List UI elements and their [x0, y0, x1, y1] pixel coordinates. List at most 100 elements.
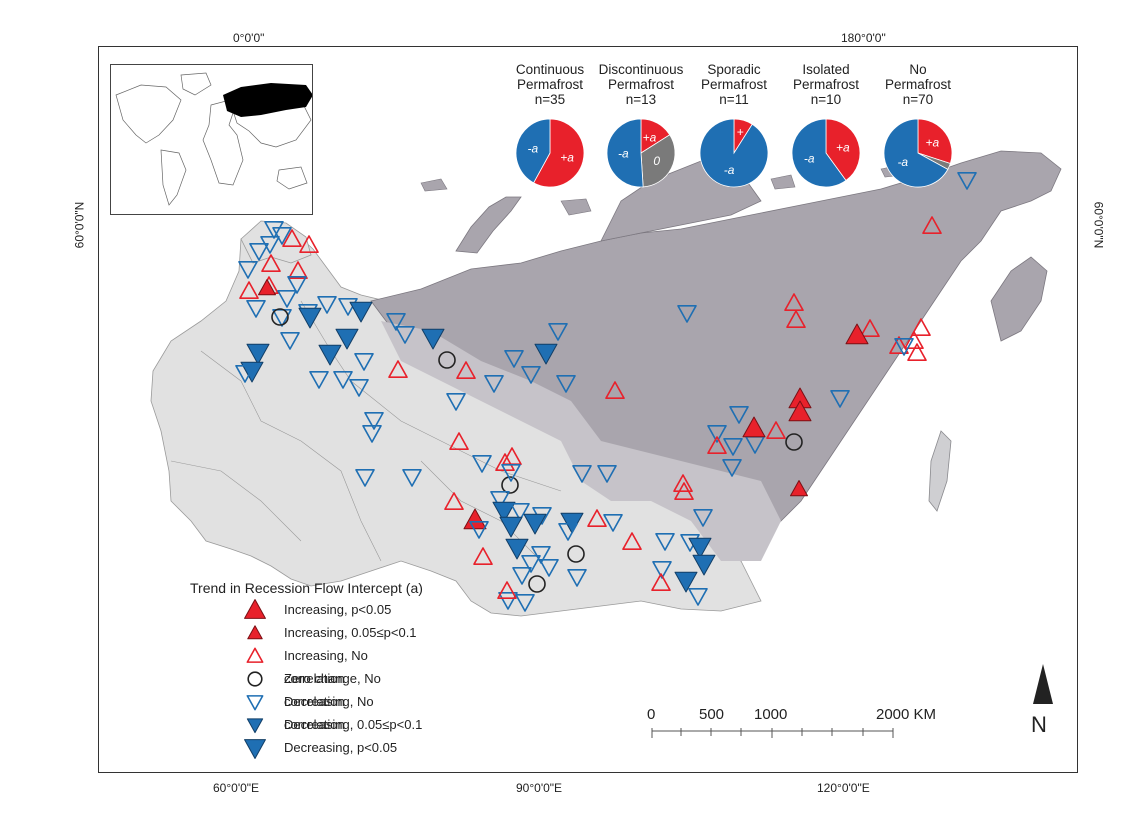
decreasing-nocorr-marker [693, 508, 713, 527]
decreasing-nocorr-marker [707, 424, 727, 443]
pie-title-n: n=10 [810, 92, 842, 107]
scale-label-2000: 2000 KM [876, 706, 937, 723]
decreasing-nocorr-marker [603, 513, 623, 532]
legend-item: Decreasing, 0.05≤p<0.1 [190, 713, 423, 736]
increasing-nocorr-marker [911, 318, 931, 337]
pie-slice-positive [533, 118, 585, 188]
pie-title-title: Sporadic [707, 62, 761, 77]
decreasing-nocorr-marker [287, 275, 307, 294]
decreasing-nocorr-marker [531, 545, 551, 564]
decreasing-significant-marker [688, 537, 712, 559]
pie-slice-positive-label: + [737, 125, 744, 139]
pie-slice-negative-label: -a [897, 155, 908, 169]
decreasing-nocorr-marker [238, 260, 258, 279]
legend-item: Decreasing, p<0.05 [190, 736, 423, 759]
pie-slice-negative-label: -a [724, 163, 735, 177]
decreasing-nocorr-marker [362, 424, 382, 443]
legend-label: Increasing, p<0.05 [284, 602, 392, 617]
pie-slice-negative [515, 118, 551, 184]
legend-item: Increasing, 0.05≤p<0.1 [190, 621, 423, 644]
zero-change-marker [271, 308, 289, 326]
decreasing-nocorr-marker [402, 468, 422, 487]
lon-label-60-bottom: 60°0'0"E [213, 781, 260, 795]
decreasing-nocorr-marker [490, 490, 510, 509]
pie-title-title: Isolated [802, 62, 850, 77]
increasing-nocorr-marker [239, 281, 259, 300]
increasing-nocorr-marker [388, 360, 408, 379]
pie-slice-positive [917, 118, 953, 165]
increasing-nocorr-marker [673, 474, 693, 493]
pie-title-subtitle: Permafrost [884, 77, 952, 92]
increasing-nocorr-marker [922, 216, 942, 234]
increasing-nocorr-marker [766, 421, 786, 440]
lat-label-left: 60°0'0"N [72, 201, 87, 249]
pie-title-subtitle: Permafrost [607, 77, 675, 92]
decreasing-nocorr-marker [510, 502, 530, 521]
decreasing-nocorr-marker [688, 587, 708, 606]
decreasing-significant-marker [523, 513, 547, 535]
decreasing-nocorr-marker [498, 591, 518, 610]
decreasing-weak-marker [246, 718, 264, 734]
legend-symbol-icon [244, 599, 266, 619]
land-islands [420, 164, 906, 216]
increasing-nocorr-marker [786, 310, 806, 329]
north-label: N [1031, 712, 1047, 737]
marker-layer [235, 172, 977, 612]
increasing-significant-marker [244, 599, 266, 619]
zero-change-marker [567, 545, 585, 563]
increasing-nocorr-marker [449, 432, 469, 451]
decreasing-significant-marker [674, 571, 698, 593]
increasing-weak-marker [790, 480, 808, 497]
pie-chart: +a 0 -a [606, 118, 676, 188]
lat-label-right: 60°0'0"N [1091, 201, 1106, 249]
world-inset-svg [115, 72, 312, 206]
pie-title: Discontinuous Permafrost n=13 [591, 62, 691, 107]
legend-label: Increasing, 0.05≤p<0.1 [284, 625, 417, 640]
decreasing-significant-marker [349, 301, 373, 323]
decreasing-nocorr-marker [333, 370, 353, 389]
increasing-nocorr-marker [587, 509, 607, 528]
pie-chart: +a -a [883, 118, 953, 188]
decreasing-nocorr-marker [572, 464, 592, 483]
decreasing-nocorr-marker [830, 389, 850, 408]
zero-change-marker [247, 671, 263, 687]
decreasing-nocorr-marker [484, 374, 504, 393]
pie-title: No Permafrost n=70 [868, 62, 968, 107]
pie-slice-zero-label: 0 [653, 154, 660, 168]
pie-slice-positive-label: +a [643, 131, 657, 145]
increasing-nocorr-marker [707, 436, 727, 455]
land-permafrost-mid [381, 321, 781, 561]
legend-item: Decreasing, No correlation [190, 690, 423, 732]
decreasing-significant-marker [244, 739, 266, 759]
decreasing-significant-marker [298, 307, 322, 329]
legend-title: Trend in Recession Flow Intercept (a) [190, 580, 423, 596]
world-inset-map [110, 64, 313, 215]
decreasing-nocorr-marker [558, 522, 578, 541]
increasing-weak-marker [258, 279, 276, 296]
pie-slice-negative-label: -a [618, 147, 629, 161]
legend: Trend in Recession Flow Intercept (a) In… [190, 580, 423, 759]
pie-title-subtitle: Permafrost [516, 77, 584, 92]
legend-symbol-icon [246, 718, 264, 734]
decreasing-nocorr-marker [677, 304, 697, 323]
pie-slice-zero [640, 134, 676, 188]
decreasing-nocorr-marker [556, 374, 576, 393]
decreasing-nocorr-marker [446, 392, 466, 411]
decreasing-significant-marker [505, 538, 529, 560]
zero-change-marker [438, 351, 456, 369]
decreasing-nocorr-marker [729, 405, 749, 424]
increasing-nocorr-marker [622, 532, 642, 551]
lon-label-120-bottom: 120°0'0"E [817, 781, 870, 795]
zero-change-marker [528, 575, 546, 593]
legend-rows: Increasing, p<0.05 Increasing, 0.05≤p<0.1… [190, 598, 423, 759]
pie-slice-positive [825, 118, 861, 182]
increasing-nocorr-marker [907, 343, 927, 362]
inset-greenland [180, 72, 212, 96]
legend-label: Zero change, No correlation [284, 671, 381, 709]
pie-slice-negative-label: -a [804, 151, 815, 165]
legend-symbol-icon [246, 647, 264, 663]
legend-item: Increasing, No correlation [190, 644, 423, 686]
decreasing-nocorr-marker [260, 236, 280, 254]
decreasing-nocorr-marker [597, 464, 617, 483]
increasing-nocorr-marker [261, 254, 281, 273]
